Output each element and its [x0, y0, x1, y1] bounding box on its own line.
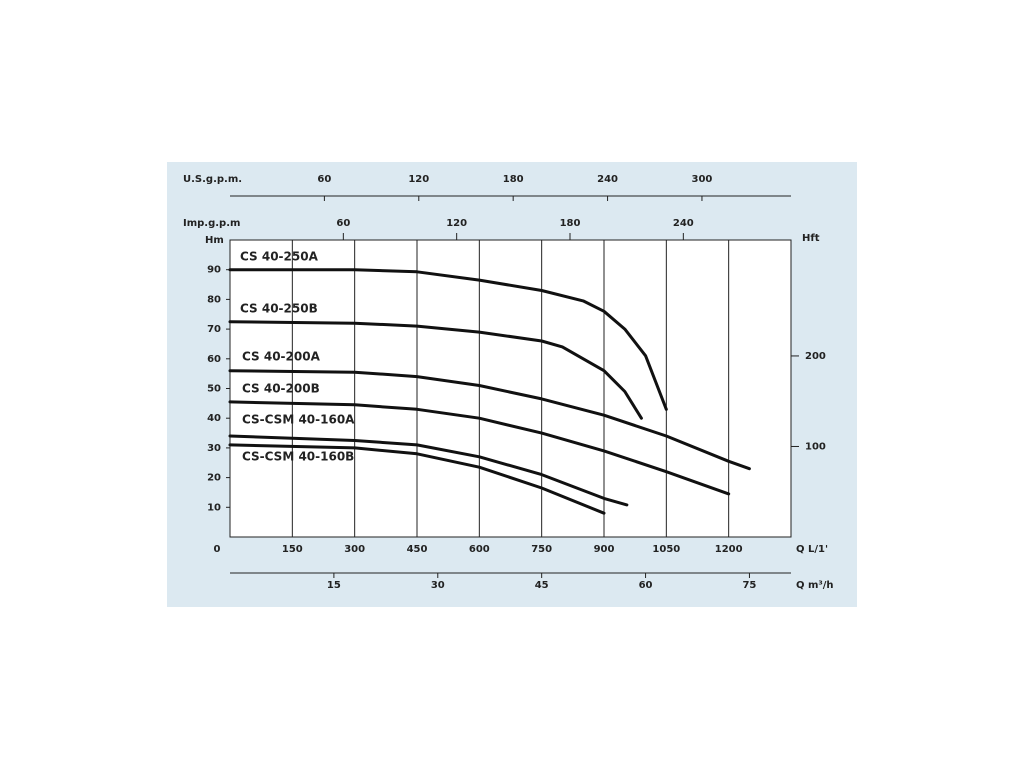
y-tick-label: 70	[207, 324, 221, 335]
secondary-tick-label: 60	[317, 174, 331, 185]
secondary-tick-label: 180	[503, 174, 524, 185]
secondary-tick-label: 45	[535, 580, 549, 591]
curve-label: CS 40-250A	[240, 250, 319, 264]
curve	[228, 443, 606, 515]
x-tick-label: 750	[531, 544, 552, 555]
curve	[228, 400, 731, 496]
curve-label: CS 40-250B	[240, 302, 318, 316]
y2-tick-label: 200	[805, 351, 826, 362]
secondary-axis-label: U.S.g.p.m.	[183, 174, 242, 185]
secondary-axis-label: Imp.g.p.m	[183, 218, 240, 229]
secondary-tick-label: 15	[327, 580, 341, 591]
secondary-axis-label: Q m³/h	[796, 580, 834, 591]
y-tick-label: 90	[207, 265, 221, 276]
y-tick-label: 40	[207, 413, 221, 424]
y-tick-label: 80	[207, 294, 221, 305]
curve	[228, 434, 629, 507]
curve	[228, 369, 751, 471]
x-tick-label: 1050	[652, 544, 680, 555]
y-tick-label: 60	[207, 354, 221, 365]
secondary-tick-label: 75	[742, 580, 756, 591]
y2-axis-label: Hft	[802, 233, 820, 244]
y-tick-label: 20	[207, 473, 221, 484]
secondary-tick-label: 30	[431, 580, 445, 591]
x-tick-label: 150	[282, 544, 303, 555]
secondary-tick-label: 120	[408, 174, 429, 185]
curve-label: CS 40-200A	[242, 350, 321, 364]
x-tick-label: 300	[344, 544, 365, 555]
y-tick-label: 10	[207, 502, 221, 513]
secondary-tick-label: 300	[692, 174, 713, 185]
y2-tick-label: 100	[805, 441, 826, 452]
curve-label: CS 40-200B	[242, 382, 320, 396]
secondary-tick-label: 120	[446, 218, 467, 229]
x-tick-label: 0	[214, 544, 221, 555]
secondary-tick-label: 60	[639, 580, 653, 591]
y-tick-label: 30	[207, 443, 221, 454]
curve-label: CS-CSM 40-160A	[242, 413, 355, 427]
x-axis-label: Q L/1'	[796, 544, 828, 555]
secondary-tick-label: 240	[673, 218, 694, 229]
secondary-tick-label: 240	[597, 174, 618, 185]
secondary-tick-label: 60	[336, 218, 350, 229]
x-tick-label: 450	[407, 544, 428, 555]
curve	[228, 320, 643, 420]
plot-area	[229, 239, 792, 538]
curve	[228, 268, 668, 411]
curve-label: CS-CSM 40-160B	[242, 450, 354, 464]
x-tick-label: 600	[469, 544, 490, 555]
x-tick-label: 900	[594, 544, 615, 555]
y-tick-label: 50	[207, 384, 221, 395]
x-tick-label: 1200	[715, 544, 743, 555]
y-axis-label: Hm	[205, 235, 224, 246]
secondary-tick-label: 180	[560, 218, 581, 229]
